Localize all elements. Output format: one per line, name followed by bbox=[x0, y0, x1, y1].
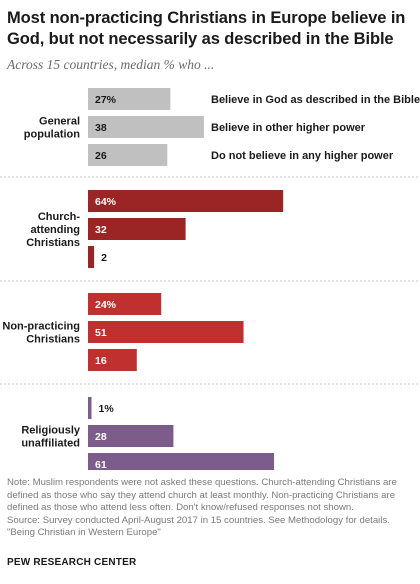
source-organization: PEW RESEARCH CENTER bbox=[7, 557, 137, 568]
data-label: 28 bbox=[95, 431, 107, 443]
data-label: 1% bbox=[99, 403, 115, 415]
data-label: 61 bbox=[95, 459, 107, 470]
group-label-line: Church- bbox=[38, 211, 81, 223]
bar bbox=[88, 190, 284, 212]
legend-label: Believe in God as described in the Bible bbox=[211, 94, 420, 106]
group-label-line: General bbox=[39, 116, 80, 128]
data-label: 26 bbox=[95, 150, 107, 162]
chart-title-line: God, but not necessarily as described in… bbox=[7, 30, 394, 48]
group-label: Non-practicing Christians bbox=[2, 321, 80, 346]
data-label: 16 bbox=[95, 355, 107, 367]
group-label-line: Non-practicing bbox=[2, 321, 80, 333]
legend-label: Do not believe in any higher power bbox=[211, 150, 394, 162]
chart-title-line: Most non-practicing Christians in Europe… bbox=[7, 9, 406, 27]
chart-title: Most non-practicing Christians in Europe… bbox=[7, 8, 415, 50]
data-label: 64% bbox=[95, 196, 117, 208]
bar bbox=[88, 88, 171, 110]
bar bbox=[88, 293, 162, 315]
data-label: 24% bbox=[95, 299, 117, 311]
bar-chart: General population 27% 38 26 Church-attending… bbox=[0, 88, 420, 470]
group-label-line: unaffiliated bbox=[21, 438, 80, 450]
bar bbox=[88, 453, 275, 470]
group-label-line: Christians bbox=[26, 237, 80, 249]
data-label: 38 bbox=[95, 122, 107, 134]
source-line: Source: Survey conducted April-August 20… bbox=[7, 514, 390, 526]
group-label-line: attending bbox=[31, 224, 81, 236]
bar bbox=[88, 349, 137, 371]
note-line: defined as those who say they attend chu… bbox=[7, 489, 396, 501]
note-line: defined as those who attend less often. … bbox=[7, 502, 354, 514]
data-label: 32 bbox=[95, 224, 107, 236]
bar bbox=[88, 218, 186, 240]
chart-subtitle: Across 15 countries, median % who ... bbox=[7, 57, 215, 72]
bar bbox=[88, 116, 204, 138]
data-label: 51 bbox=[95, 327, 107, 339]
group-label-line: Religiously bbox=[21, 425, 81, 437]
note-line: Note: Muslim respondents were not asked … bbox=[7, 477, 397, 488]
group-label-line: population bbox=[24, 129, 80, 141]
data-label: 2 bbox=[101, 252, 107, 264]
bar bbox=[88, 397, 92, 419]
group-label: Church-attending Christians bbox=[26, 211, 80, 249]
data-label: 27% bbox=[95, 94, 117, 106]
bar bbox=[88, 425, 174, 447]
group-label-line: Christians bbox=[26, 334, 80, 346]
group-label: General population bbox=[24, 116, 80, 141]
bar bbox=[88, 321, 244, 343]
bar bbox=[88, 144, 168, 166]
source-line: "Being Christian in Western Europe" bbox=[7, 527, 161, 539]
bar bbox=[88, 246, 95, 268]
chart-note: Note: Muslim respondents were not asked … bbox=[7, 477, 415, 540]
group-label: Religiously unaffiliated bbox=[21, 425, 81, 450]
legend-label: Believe in other higher power bbox=[211, 122, 366, 134]
